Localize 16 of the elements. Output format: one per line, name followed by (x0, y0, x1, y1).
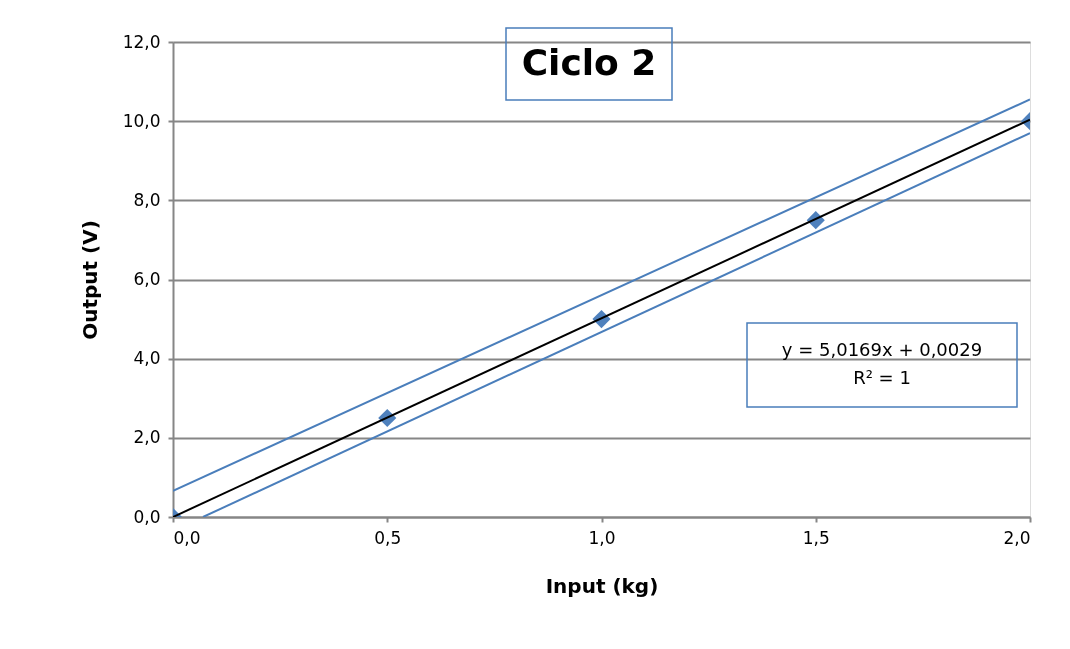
y-tick-label: 0,0 (133, 506, 161, 527)
y-tick-label: 4,0 (133, 348, 161, 369)
x-tick-label: 1,5 (802, 527, 830, 548)
annotation: y = 5,0169x + 0,0029 R² = 1 (781, 339, 983, 388)
y-tick-label: 8,0 (133, 189, 161, 210)
x-tick-label: 2,0 (1003, 527, 1031, 548)
x-tick-label: 1,0 (588, 527, 616, 548)
x-axis-title: Input (kg) (545, 573, 659, 598)
chart-title: Ciclo 2 (521, 42, 657, 83)
y-axis-title: Output (V) (77, 220, 102, 340)
y-tick-label: 2,0 (133, 427, 161, 448)
y-tick-label: 12,0 (122, 31, 161, 52)
x-tick-label: 0,0 (173, 527, 201, 548)
y-tick-label: 6,0 (133, 269, 161, 289)
x-tick-label: 0,5 (374, 527, 402, 548)
y-tick-label: 10,0 (122, 110, 161, 131)
